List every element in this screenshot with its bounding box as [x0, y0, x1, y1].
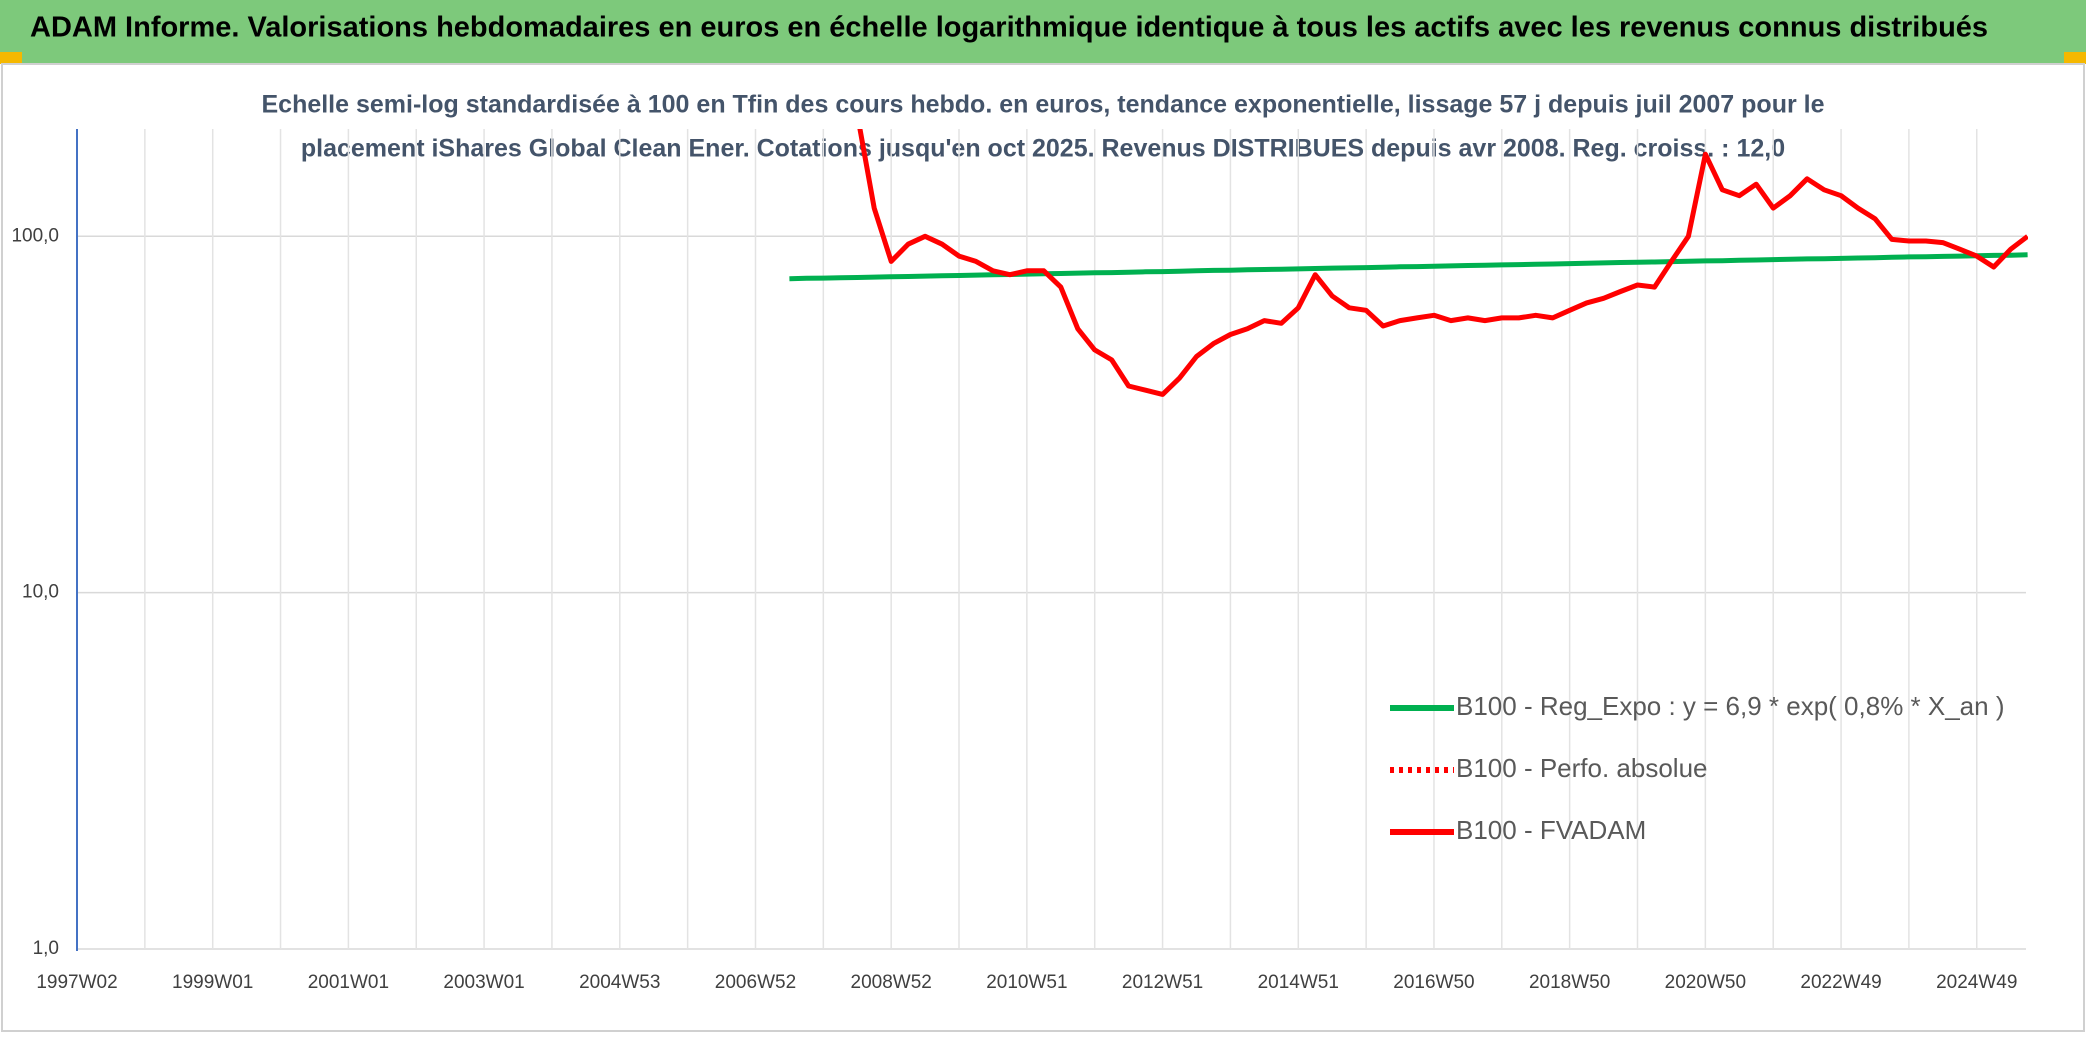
header-title: ADAM Informe. Valorisations hebdomadaire… [30, 12, 1988, 44]
legend-label: B100 - FVADAM [1456, 815, 1646, 845]
x-tick-label: 2003W01 [443, 972, 524, 993]
corner-mark [2064, 52, 2086, 64]
y-tick-label: 1,0 [33, 938, 59, 959]
x-tick-label: 2014W51 [1258, 972, 1339, 993]
y-tick-label: 10,0 [22, 582, 59, 603]
x-tick-label: 2010W51 [986, 972, 1067, 993]
y-tick-label: 100,0 [11, 225, 59, 246]
subtitle: Echelle semi-log standardisée à 100 en T… [261, 91, 1824, 119]
legend-label: B100 - Perfo. absolue [1456, 753, 1708, 783]
x-tick-label: 2016W50 [1393, 972, 1474, 993]
subtitle: placement iShares Global Clean Ener. Cot… [301, 135, 1785, 163]
legend-label: B100 - Reg_Expo : y = 6,9 * exp( 0,8% * … [1456, 691, 2005, 721]
x-tick-label: 2024W49 [1936, 972, 2017, 993]
series-line [857, 129, 2028, 397]
frame [1, 63, 2085, 1032]
header-bar [0, 0, 2086, 64]
labels: 1,0 10,0 100,0 1997W02 1999W01 2001W01 2003W01… [11, 225, 2017, 993]
series-line [789, 252, 2028, 282]
x-tick-label: 2006W52 [715, 972, 796, 993]
x-tick-label: 2008W52 [851, 972, 932, 993]
x-tick-label: 1997W02 [36, 972, 117, 993]
plot [789, 129, 2028, 397]
x-tick-label: 2018W50 [1529, 972, 1610, 993]
corner-mark [0, 52, 22, 64]
x-tick-label: 2004W53 [579, 972, 660, 993]
x-tick-label: 2001W01 [308, 972, 389, 993]
x-tick-label: 1999W01 [172, 972, 253, 993]
x-tick-label: 2022W49 [1800, 972, 1881, 993]
x-tick-label: 2012W51 [1122, 972, 1203, 993]
x-tick-label: 2020W50 [1665, 972, 1746, 993]
